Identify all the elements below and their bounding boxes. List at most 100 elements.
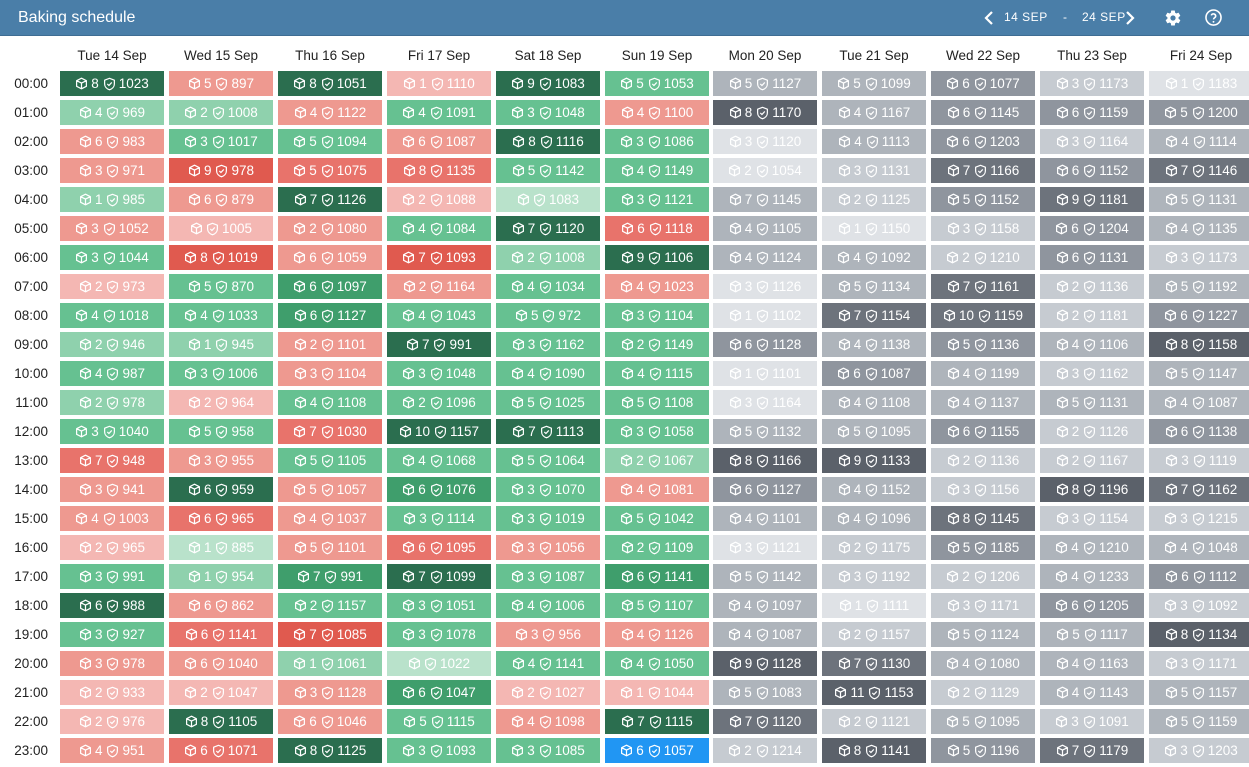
schedule-cell[interactable]: 6 1227 [1149,303,1249,328]
schedule-cell[interactable]: 5 1099 [822,71,926,96]
schedule-cell[interactable]: 3 1154 [1040,506,1144,531]
schedule-cell[interactable]: 11 1153 [822,680,926,705]
schedule-cell[interactable]: 8 1158 [1149,332,1249,357]
schedule-cell[interactable]: 2 1096 [387,390,491,415]
schedule-cell[interactable]: 2 1080 [278,216,382,241]
schedule-cell[interactable]: 7 1126 [278,187,382,212]
schedule-cell[interactable]: 8 1135 [387,158,491,183]
schedule-cell[interactable]: 3 1086 [605,129,709,154]
schedule-cell[interactable]: 5 1157 [1149,680,1249,705]
schedule-cell[interactable]: 3 956 [496,622,600,647]
schedule-cell[interactable]: 3 1051 [387,593,491,618]
schedule-cell[interactable]: 1 885 [169,535,273,560]
schedule-cell[interactable]: 3 1093 [387,738,491,763]
schedule-cell[interactable]: 4 1115 [605,361,709,386]
schedule-cell[interactable]: 6 879 [169,187,273,212]
schedule-cell[interactable]: 7 1113 [496,419,600,444]
schedule-cell[interactable]: 3 1078 [387,622,491,647]
schedule-cell[interactable]: 9 978 [169,158,273,183]
schedule-cell[interactable]: 6 1141 [605,564,709,589]
schedule-cell[interactable]: 4 1090 [496,361,600,386]
schedule-cell[interactable]: 2 1125 [822,187,926,212]
schedule-cell[interactable]: 1 1061 [278,651,382,676]
schedule-cell[interactable]: 7 991 [387,332,491,357]
schedule-cell[interactable]: 2 1129 [931,680,1035,705]
schedule-cell[interactable]: 4 1106 [1040,332,1144,357]
schedule-cell[interactable]: 5 897 [169,71,273,96]
schedule-cell[interactable]: 3 1164 [1040,129,1144,154]
schedule-cell[interactable]: 6 1145 [931,100,1035,125]
schedule-cell[interactable]: 7 1099 [387,564,491,589]
schedule-cell[interactable]: 2 1136 [1040,274,1144,299]
schedule-cell[interactable]: 7 1130 [822,651,926,676]
schedule-cell[interactable]: 3 1104 [278,361,382,386]
schedule-cell[interactable]: 8 1196 [1040,477,1144,502]
schedule-cell[interactable]: 2 1027 [496,680,600,705]
schedule-cell[interactable]: 7 1179 [1040,738,1144,763]
schedule-cell[interactable]: 6 1155 [931,419,1035,444]
schedule-cell[interactable]: 2 1121 [822,709,926,734]
schedule-cell[interactable]: 8 1170 [713,100,817,125]
schedule-cell[interactable]: 7 1161 [931,274,1035,299]
schedule-cell[interactable]: 5 1083 [713,680,817,705]
schedule-cell[interactable]: 3 1120 [713,129,817,154]
schedule-cell[interactable]: 5 1095 [822,419,926,444]
schedule-cell[interactable]: 2 1164 [387,274,491,299]
schedule-cell[interactable]: 6 1203 [931,129,1035,154]
schedule-cell[interactable]: 2 1149 [605,332,709,357]
schedule-cell[interactable]: 2 976 [60,709,164,734]
schedule-cell[interactable]: 1083 [496,187,600,212]
schedule-cell[interactable]: 3 1171 [1149,651,1249,676]
schedule-cell[interactable]: 1 1101 [713,361,817,386]
schedule-cell[interactable]: 4 1113 [822,129,926,154]
schedule-cell[interactable]: 5 1136 [931,332,1035,357]
schedule-cell[interactable]: 5 1196 [931,738,1035,763]
schedule-cell[interactable]: 7 1030 [278,419,382,444]
schedule-cell[interactable]: 5 1132 [713,419,817,444]
schedule-cell[interactable]: 3 1091 [1040,709,1144,734]
schedule-cell[interactable]: 5 1134 [822,274,926,299]
schedule-cell[interactable]: 4 1167 [822,100,926,125]
schedule-cell[interactable]: 3 1203 [1149,738,1249,763]
schedule-cell[interactable]: 3 1121 [605,187,709,212]
schedule-cell[interactable]: 5 1025 [496,390,600,415]
schedule-cell[interactable]: 7 948 [60,448,164,473]
schedule-cell[interactable]: 7 1093 [387,245,491,270]
schedule-cell[interactable]: 1 1150 [822,216,926,241]
schedule-cell[interactable]: 5 1185 [931,535,1035,560]
schedule-cell[interactable]: 3 1058 [605,419,709,444]
schedule-cell[interactable]: 2 964 [169,390,273,415]
schedule-cell[interactable]: 3 1171 [931,593,1035,618]
schedule-cell[interactable]: 2 946 [60,332,164,357]
schedule-cell[interactable]: 3 927 [60,622,164,647]
schedule-cell[interactable]: 7 1120 [496,216,600,241]
schedule-cell[interactable]: 10 1157 [387,419,491,444]
schedule-cell[interactable]: 7 1115 [605,709,709,734]
schedule-cell[interactable]: 5 1131 [1040,390,1144,415]
schedule-cell[interactable]: 6 1159 [1040,100,1144,125]
schedule-cell[interactable]: 4 1068 [387,448,491,473]
schedule-cell[interactable]: 3 1119 [1149,448,1249,473]
schedule-cell[interactable]: 6 1097 [278,274,382,299]
schedule-cell[interactable]: 3 1121 [713,535,817,560]
schedule-cell[interactable]: 8 1134 [1149,622,1249,647]
schedule-cell[interactable]: 3 1048 [496,100,600,125]
chevron-right-icon[interactable] [1123,0,1137,35]
schedule-cell[interactable]: 5 1105 [278,448,382,473]
schedule-cell[interactable]: 2 1181 [1040,303,1144,328]
schedule-cell[interactable]: 3 1173 [1040,71,1144,96]
schedule-cell[interactable]: 6 1087 [822,361,926,386]
schedule-cell[interactable]: 6 1152 [1040,158,1144,183]
schedule-cell[interactable]: 3 1215 [1149,506,1249,531]
schedule-cell[interactable]: 5 1057 [278,477,382,502]
schedule-cell[interactable]: 8 1166 [713,448,817,473]
schedule-cell[interactable]: 5 972 [496,303,600,328]
schedule-cell[interactable]: 6 1128 [713,332,817,357]
schedule-cell[interactable]: 6 1118 [605,216,709,241]
schedule-cell[interactable]: 3 1114 [387,506,491,531]
schedule-cell[interactable]: 4 1143 [1040,680,1144,705]
schedule-cell[interactable]: 4 1163 [1040,651,1144,676]
schedule-cell[interactable]: 5 1115 [387,709,491,734]
schedule-cell[interactable]: 5 1094 [278,129,382,154]
schedule-cell[interactable]: 9 1106 [605,245,709,270]
